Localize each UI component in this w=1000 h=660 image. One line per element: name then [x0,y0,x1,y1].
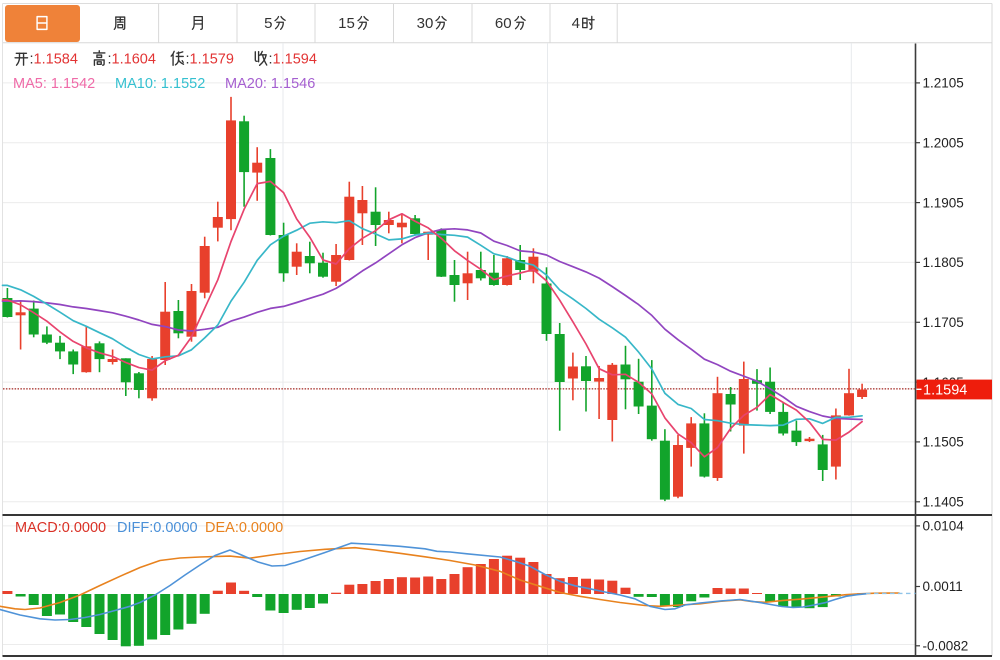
svg-text:1.1405: 1.1405 [923,495,964,510]
svg-text:-0.0082: -0.0082 [923,639,969,654]
svg-text:1.1705: 1.1705 [923,315,964,330]
svg-text:1.2105: 1.2105 [923,76,964,91]
svg-text:0.0104: 0.0104 [923,519,965,534]
svg-text:1.1905: 1.1905 [923,195,964,210]
svg-text:1.2005: 1.2005 [923,135,964,150]
svg-text:1.1505: 1.1505 [923,435,964,450]
svg-text:0.0011: 0.0011 [923,579,963,594]
svg-text:1.1594: 1.1594 [923,382,967,398]
svg-text:1.1805: 1.1805 [923,255,964,270]
